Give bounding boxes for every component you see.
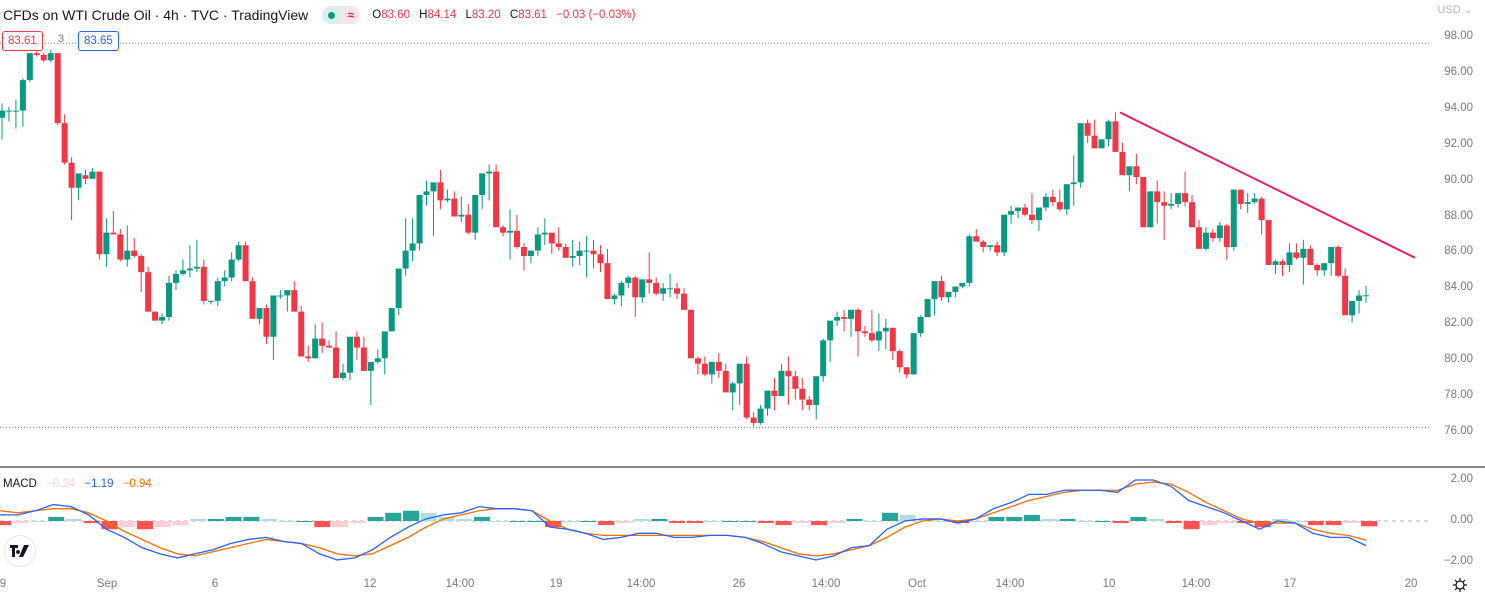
macd-signal-value: −0.94 [122,478,152,490]
price-tick: 84.00 [1444,281,1473,294]
high-label: H [419,9,428,21]
spread-value: 3 [58,33,65,45]
ohlc-values: O83.60 H84.14 L83.20 C83.61 −0.03 (−0.03… [372,9,635,21]
price-tick: 98.00 [1444,30,1473,42]
close-label: C [509,9,519,21]
approx-icon: ≈ [341,6,361,24]
macd-hist-value: −0.24 [46,478,76,490]
time-tick: 14:00 [811,578,841,590]
time-tick: 9 [0,578,7,590]
price-tick: 80.00 [1444,353,1473,366]
close-value: 83.61 [518,9,547,21]
price-tick: 90.00 [1444,173,1473,186]
gear-icon[interactable] [1453,578,1467,592]
macd-line-value: −1.19 [84,478,114,490]
time-tick: 26 [732,578,746,590]
chart-header: CFDs on WTI Crude Oil · 4h · TVC · Tradi… [3,5,635,25]
macd-legend[interactable]: MACD −0.24 −1.19 −0.94 [3,478,158,490]
status-pill[interactable]: ≈ [322,6,361,24]
time-tick: 17 [1283,578,1297,590]
time-tick: Oct [908,578,926,590]
macd-title: MACD [3,478,37,490]
time-tick: Sep [96,578,118,590]
price-tick: 94.00 [1444,101,1473,114]
time-tick: 6 [211,578,219,590]
open-label: O [372,9,382,21]
macd-tick: 2.00 [1450,473,1473,485]
buy-price-button[interactable]: 83.65 [78,31,119,51]
high-value: 84.14 [427,9,457,21]
time-tick: 14:00 [995,578,1025,590]
price-tick: 88.00 [1444,209,1473,222]
price-tick: 96.00 [1444,65,1473,78]
symbol-title[interactable]: CFDs on WTI Crude Oil · 4h · TVC · Tradi… [3,7,309,23]
macd-tick: 0.00 [1450,514,1473,526]
sell-price-button[interactable]: 83.61 [2,31,43,51]
open-value: 83.60 [381,9,410,21]
time-tick: 14:00 [445,578,475,590]
change-value: −0.03 (−0.03%) [556,9,636,21]
market-status-dot-icon [322,6,342,24]
price-tick: 92.00 [1444,137,1473,150]
macd-tick: −2.00 [1443,555,1473,567]
time-tick: 20 [1404,578,1418,590]
price-tick: 86.00 [1444,245,1473,258]
price-tick: 78.00 [1444,389,1473,401]
time-tick: 14:00 [1181,578,1211,590]
tradingview-logo-icon[interactable] [4,535,36,567]
time-tick: 19 [549,578,563,590]
time-tick: 10 [1102,578,1116,590]
currency-selector[interactable]: USD ⌄ [1437,4,1474,16]
time-tick: 12 [363,578,377,590]
low-value: 83.20 [471,9,501,21]
low-label: L [465,9,472,21]
price-tick: 82.00 [1444,317,1473,330]
time-tick: 14:00 [626,578,656,590]
price-tick: 76.00 [1444,424,1473,437]
